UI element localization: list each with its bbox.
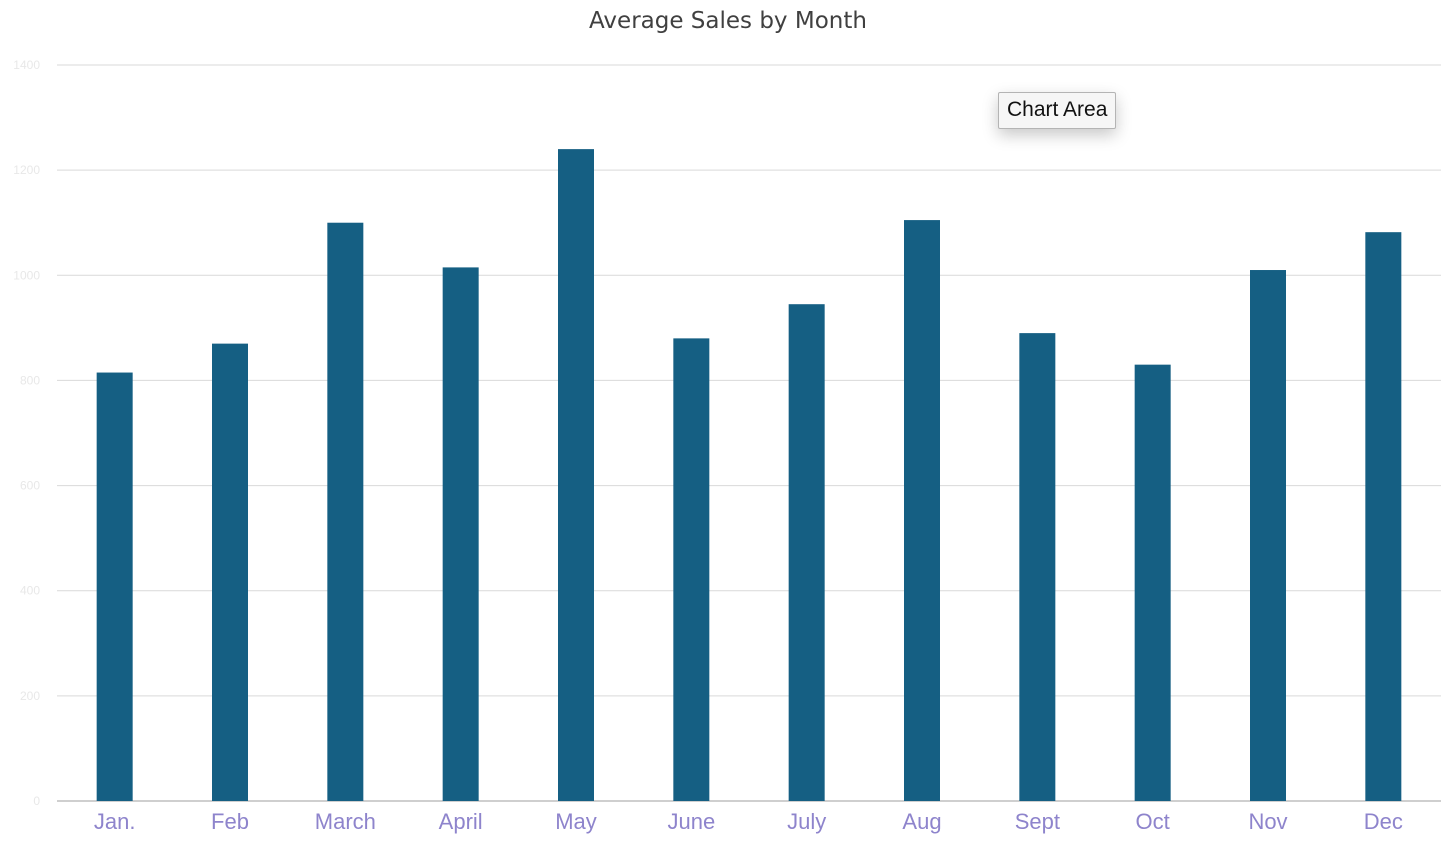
y-axis-tick-labels: 0 200 400 600 800 1000 1200 1400 [13, 58, 40, 808]
bars[interactable] [96, 149, 1402, 802]
chart-title: Average Sales by Month [589, 8, 867, 34]
bar-oct[interactable] [1134, 364, 1171, 801]
bar-feb[interactable] [212, 343, 248, 801]
x-tick-label: May [555, 809, 597, 834]
bar-july[interactable] [788, 304, 825, 801]
x-tick-label: Feb [211, 809, 249, 834]
y-tick-label: 0 [33, 794, 40, 808]
bar-may[interactable] [558, 149, 594, 802]
x-tick-label: April [439, 809, 483, 834]
x-tick-label: March [315, 809, 376, 834]
bar-march[interactable] [327, 222, 364, 801]
x-tick-label: Aug [902, 809, 941, 834]
bar-nov[interactable] [1250, 270, 1286, 801]
x-tick-label: Sept [1015, 809, 1060, 834]
x-tick-label: Nov [1248, 809, 1287, 834]
y-tick-label: 800 [20, 373, 40, 387]
y-tick-label: 200 [20, 689, 40, 703]
bar-aug[interactable] [904, 220, 940, 802]
gridlines [57, 64, 1441, 802]
bar-dec[interactable] [1365, 232, 1402, 802]
x-tick-label: Jan. [94, 809, 136, 834]
bar-sept[interactable] [1019, 333, 1056, 801]
bar-jan[interactable] [96, 372, 133, 801]
chart-area-tooltip: Chart Area [998, 92, 1117, 129]
y-tick-label: 1200 [13, 163, 40, 177]
x-tick-label: Oct [1136, 809, 1170, 834]
x-axis-tick-labels: Jan. Feb March April May June July Aug Sept Oct No… [94, 809, 1403, 834]
y-tick-label: 400 [20, 584, 40, 598]
x-tick-label: June [667, 809, 715, 834]
y-tick-label: 600 [20, 479, 40, 493]
bar-april[interactable] [442, 267, 479, 801]
bar-june[interactable] [673, 338, 710, 801]
x-tick-label: Dec [1364, 809, 1403, 834]
y-tick-label: 1400 [13, 58, 40, 72]
x-tick-label: July [787, 809, 826, 834]
y-tick-label: 1000 [13, 268, 40, 282]
